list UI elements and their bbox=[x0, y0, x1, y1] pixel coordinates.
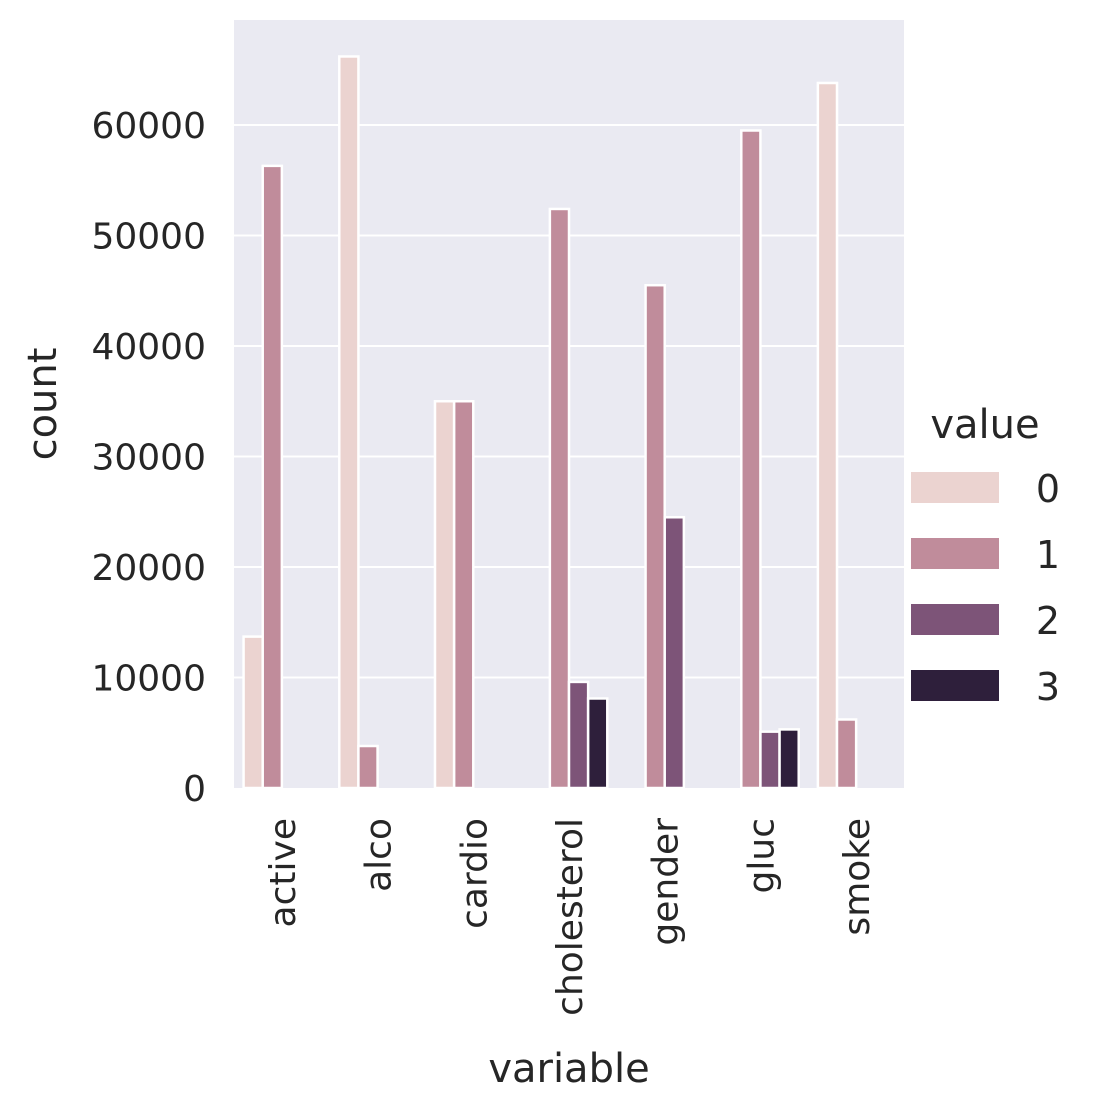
bar-cholesterol-value-3 bbox=[586, 697, 609, 790]
y-tick-labels: 0 10000 20000 30000 40000 50000 60000 bbox=[91, 106, 206, 810]
y-tick-label: 20000 bbox=[91, 548, 206, 589]
legend-swatch-2 bbox=[911, 604, 999, 635]
bar-cholesterol-value-2 bbox=[567, 680, 590, 790]
legend: value 0 1 2 3 bbox=[911, 402, 1060, 709]
bar-smoke-value-0 bbox=[816, 81, 839, 790]
y-tick-label: 0 bbox=[183, 769, 206, 810]
x-tick-labels: active alco cardio cholesterol gender gluc smo… bbox=[263, 818, 878, 1016]
bars bbox=[242, 55, 858, 790]
x-tick-label-cholesterol: cholesterol bbox=[550, 818, 591, 1016]
legend-label-1: 1 bbox=[1036, 533, 1060, 577]
bar-cholesterol-value-1 bbox=[548, 207, 571, 790]
bar-active-value-0 bbox=[242, 635, 264, 790]
x-tick-label-gender: gender bbox=[646, 818, 687, 946]
x-tick-label-smoke: smoke bbox=[837, 818, 878, 936]
legend-swatch-3 bbox=[911, 670, 999, 701]
bar-active-value-1 bbox=[261, 164, 284, 790]
bar-gluc-value-2 bbox=[759, 730, 781, 790]
bar-smoke-value-1 bbox=[835, 718, 858, 790]
legend-swatch-1 bbox=[911, 538, 999, 569]
y-tick-label: 40000 bbox=[91, 327, 206, 368]
bar-gender-value-2 bbox=[663, 516, 686, 790]
bar-alco-value-1 bbox=[357, 744, 379, 790]
legend-title: value bbox=[930, 402, 1039, 448]
legend-label-3: 3 bbox=[1036, 665, 1060, 709]
y-tick-label: 30000 bbox=[91, 437, 206, 478]
bar-gluc-value-1 bbox=[740, 129, 762, 790]
bar-cardio-value-1 bbox=[452, 399, 475, 790]
x-tick-label-active: active bbox=[263, 818, 304, 927]
x-tick-label-cardio: cardio bbox=[454, 818, 495, 929]
legend-swatch-0 bbox=[911, 472, 999, 503]
x-tick-label-alco: alco bbox=[359, 818, 400, 892]
y-tick-label: 10000 bbox=[91, 658, 206, 699]
y-tick-label: 50000 bbox=[91, 216, 206, 257]
x-tick-label-gluc: gluc bbox=[741, 818, 782, 893]
bar-alco-value-0 bbox=[338, 55, 360, 790]
x-axis-title: variable bbox=[488, 1046, 649, 1092]
bar-cardio-value-0 bbox=[433, 399, 456, 790]
y-axis-title: count bbox=[20, 348, 66, 461]
y-tick-label: 60000 bbox=[91, 106, 206, 147]
legend-label-0: 0 bbox=[1036, 467, 1060, 511]
bar-gluc-value-3 bbox=[778, 728, 800, 790]
bar-gender-value-1 bbox=[644, 283, 666, 790]
legend-label-2: 2 bbox=[1036, 599, 1060, 643]
